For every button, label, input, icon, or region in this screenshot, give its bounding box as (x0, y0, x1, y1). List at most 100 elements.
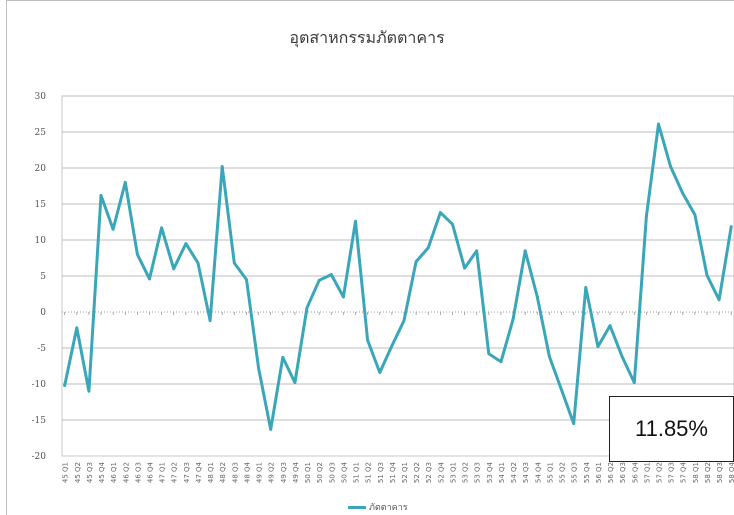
x-tick-label: 56 Q1 (595, 462, 603, 483)
x-tick-label: 49 Q4 (292, 461, 300, 483)
x-tick-label: 53 Q3 (474, 462, 482, 483)
x-tick-label: 58 Q2 (704, 462, 712, 483)
data-point (487, 352, 491, 356)
x-tick-label: 52 Q3 (425, 462, 433, 483)
x-tick-label: 52 Q4 (437, 461, 445, 483)
data-point (499, 360, 503, 364)
x-tick-label: 45 Q1 (62, 462, 70, 483)
x-tick-label: 50 Q4 (340, 461, 348, 483)
x-tick-label: 55 Q3 (571, 462, 579, 483)
x-tick-label: 56 Q2 (607, 462, 615, 483)
x-tick-label: 57 Q1 (643, 462, 651, 483)
callout-value: 11.85% (635, 416, 708, 441)
y-tick-label: -10 (32, 380, 47, 390)
data-point (378, 371, 382, 374)
x-tick-label: 51 Q4 (389, 461, 397, 483)
x-tick-label: 57 Q2 (655, 462, 663, 483)
data-point (208, 319, 212, 323)
data-point (232, 261, 236, 265)
data-point (342, 295, 345, 299)
x-tick-label: 53 Q2 (462, 462, 470, 483)
y-tick-label: 20 (35, 164, 47, 174)
legend-swatch (348, 505, 366, 509)
y-tick-label: 30 (35, 92, 47, 102)
data-point (451, 222, 454, 226)
series-line (63, 122, 733, 431)
data-point (293, 381, 297, 384)
x-tick-label: 54 Q2 (510, 462, 518, 483)
x-tick-label: 52 Q1 (401, 462, 409, 483)
data-point (402, 319, 406, 323)
x-tick-label: 53 Q1 (449, 462, 457, 483)
x-tick-label: 57 Q4 (680, 461, 688, 483)
x-tick-label: 50 Q2 (316, 462, 324, 483)
x-tick-label: 48 Q2 (219, 462, 227, 483)
x-tick-label: 46 Q4 (146, 461, 154, 483)
y-tick-label: -20 (32, 452, 47, 462)
data-point (705, 273, 709, 277)
data-point (523, 249, 527, 253)
y-tick-label: 25 (35, 128, 47, 138)
data-point (257, 366, 260, 370)
x-tick-label: 52 Q2 (413, 462, 421, 483)
x-tick-label: 48 Q1 (207, 462, 215, 483)
data-point (87, 389, 91, 393)
data-point (511, 317, 515, 321)
data-point (148, 277, 151, 281)
data-point (560, 388, 563, 392)
data-point (657, 122, 660, 126)
data-point (196, 261, 200, 265)
data-point (305, 306, 309, 310)
data-point (172, 267, 176, 271)
x-tick-label: 58 Q3 (716, 462, 724, 483)
x-tick-label: 46 Q2 (122, 462, 130, 483)
data-point (111, 227, 115, 231)
legend: ภัตตาคาร (348, 500, 408, 514)
x-tick-label: 58 Q4 (728, 461, 734, 483)
data-point (414, 260, 418, 263)
data-point (620, 355, 624, 359)
x-tick-label: 49 Q3 (280, 462, 288, 483)
x-tick-label: 56 Q3 (619, 462, 627, 483)
data-point (75, 326, 79, 330)
data-point (584, 286, 588, 289)
data-point (644, 214, 648, 218)
data-point (99, 193, 103, 197)
data-point (426, 246, 430, 250)
data-point (135, 253, 139, 256)
x-tick-label: 54 Q4 (534, 461, 542, 483)
data-point (669, 165, 673, 168)
data-point (572, 422, 576, 425)
x-tick-label: 57 Q3 (668, 462, 676, 483)
data-point (329, 273, 333, 276)
data-point (245, 278, 248, 281)
x-tick-label: 45 Q4 (98, 461, 106, 483)
data-point (463, 266, 466, 270)
chart-title: อุตสาหกรรมภัตตาคาร (289, 28, 445, 47)
x-tick-label: 53 Q4 (486, 461, 494, 483)
y-tick-label: 5 (40, 272, 46, 282)
x-tick-label: 47 Q4 (195, 461, 203, 483)
data-point (608, 324, 612, 328)
x-tick-label: 47 Q1 (159, 462, 167, 483)
x-tick-label: 45 Q3 (86, 462, 94, 483)
data-point (269, 427, 273, 431)
data-point (354, 219, 357, 223)
data-point (160, 226, 164, 230)
data-point (390, 344, 394, 348)
x-tick-label: 47 Q3 (183, 462, 191, 483)
y-tick-label: -15 (32, 416, 47, 426)
data-point (220, 165, 224, 168)
x-tick-label: 48 Q4 (243, 461, 251, 483)
x-tick-label: 58 Q1 (692, 462, 700, 483)
x-tick-label: 54 Q3 (522, 462, 530, 483)
x-tick-label: 45 Q2 (74, 462, 82, 483)
x-tick-label: 50 Q3 (328, 462, 336, 483)
data-point (63, 384, 67, 387)
data-point (535, 295, 539, 299)
data-point (475, 249, 479, 253)
x-tick-label: 55 Q2 (559, 462, 567, 483)
x-tick-label: 54 Q1 (498, 462, 506, 483)
data-point (729, 225, 733, 229)
legend-label: ภัตตาคาร (369, 503, 408, 513)
